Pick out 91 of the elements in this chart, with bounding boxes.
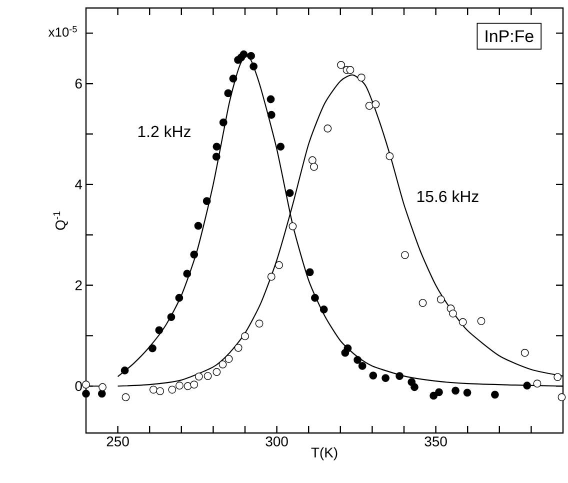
point (449, 310, 457, 318)
point (436, 295, 445, 304)
point (267, 272, 276, 281)
point (324, 124, 332, 132)
point (82, 390, 90, 398)
point (267, 110, 276, 119)
text: 15.6 kHz (417, 190, 478, 202)
point (247, 52, 255, 60)
point (311, 294, 319, 302)
point (218, 360, 227, 368)
point (452, 386, 460, 395)
point (224, 354, 233, 363)
point (212, 152, 220, 161)
point (155, 326, 164, 334)
point (346, 66, 354, 74)
point (369, 372, 378, 380)
point (491, 390, 499, 399)
point (175, 294, 184, 302)
point (477, 317, 486, 326)
point (365, 102, 374, 110)
point (435, 388, 443, 396)
point (458, 318, 467, 326)
point (194, 222, 202, 230)
point (122, 393, 130, 402)
point (372, 100, 380, 108)
point (156, 387, 164, 396)
y-tick-label: 0 (75, 381, 82, 392)
series-label: 1.2 kHz (138, 125, 190, 138)
point (120, 366, 129, 374)
point (358, 362, 366, 370)
point (533, 380, 542, 388)
point (357, 74, 366, 82)
point (183, 270, 192, 278)
point (266, 95, 275, 104)
point (288, 222, 297, 230)
point (204, 372, 212, 380)
point (255, 320, 264, 328)
point (382, 374, 390, 382)
point (523, 382, 532, 390)
y-tick-label: 2 (75, 280, 82, 290)
point (234, 344, 242, 352)
point (82, 380, 90, 389)
point (241, 332, 249, 340)
point (386, 152, 394, 160)
point (354, 356, 362, 364)
point (344, 344, 352, 352)
y-tick-label: 4 (75, 180, 82, 190)
x-tick-label: 350 (424, 436, 447, 446)
x-axis-title: T(K) (311, 447, 338, 460)
point (240, 50, 248, 58)
point (190, 250, 198, 258)
y-tick-label: 6 (75, 78, 82, 89)
point (190, 380, 198, 389)
point (184, 382, 192, 390)
text: InP:Fe (486, 30, 534, 42)
point (286, 189, 294, 197)
y-axis-title: Q$^{-1}$ (53, 211, 68, 230)
point (306, 268, 314, 276)
point (176, 382, 184, 390)
point (98, 383, 106, 392)
point (401, 251, 409, 259)
x-tick-label: 300 (266, 436, 288, 446)
point (418, 298, 427, 307)
point (212, 142, 221, 151)
point (320, 306, 328, 314)
point (168, 386, 176, 394)
point (463, 388, 472, 397)
point (558, 393, 566, 402)
point (396, 372, 404, 380)
point (148, 344, 156, 352)
point (98, 390, 106, 398)
point (167, 313, 176, 321)
point (250, 62, 258, 70)
point (224, 89, 232, 98)
point (194, 372, 203, 380)
point (310, 162, 318, 171)
point (520, 348, 529, 357)
text: x10$^{-5}$ (48, 26, 77, 37)
x-tick-label: 250 (106, 436, 129, 446)
point (410, 383, 418, 392)
point (430, 392, 438, 400)
point (308, 156, 316, 164)
point (275, 261, 283, 270)
point (149, 386, 158, 394)
point (202, 197, 211, 206)
point (212, 368, 221, 376)
point (276, 142, 285, 151)
point (219, 118, 228, 126)
point (337, 61, 345, 69)
point (554, 373, 562, 381)
point (229, 74, 238, 83)
